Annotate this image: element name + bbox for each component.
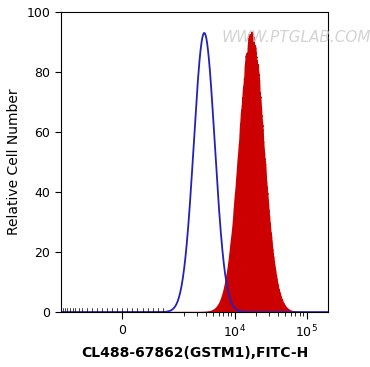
Y-axis label: Relative Cell Number: Relative Cell Number bbox=[7, 89, 21, 235]
X-axis label: CL488-67862(GSTM1),FITC-H: CL488-67862(GSTM1),FITC-H bbox=[81, 346, 308, 360]
Text: WWW.PTGLAB.COM: WWW.PTGLAB.COM bbox=[221, 30, 370, 45]
